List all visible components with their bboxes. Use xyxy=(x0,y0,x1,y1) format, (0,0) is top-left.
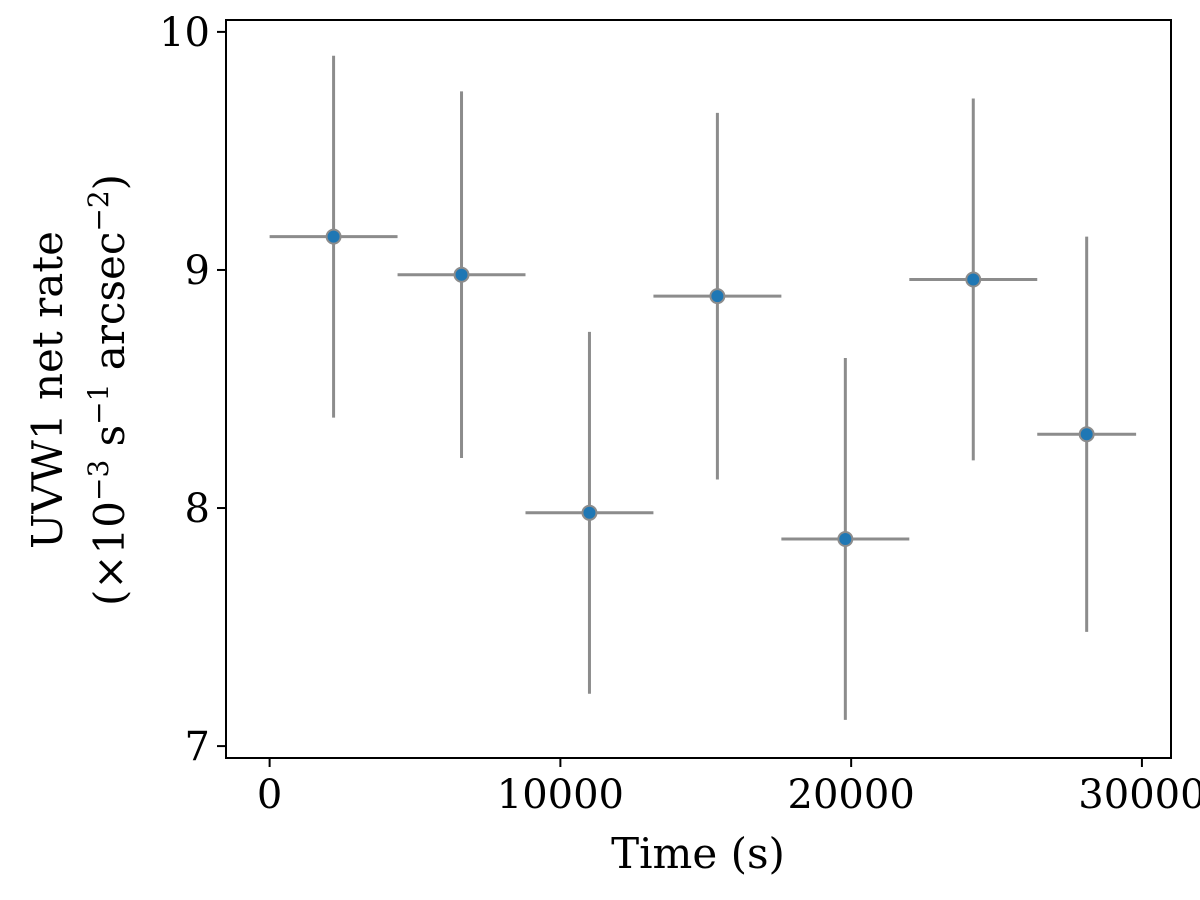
y-tick-label: 7 xyxy=(185,724,210,770)
data-marker xyxy=(709,288,726,305)
data-point-2 xyxy=(397,91,526,459)
x-tick-label: 10000 xyxy=(497,772,624,818)
data-marker xyxy=(325,228,342,245)
data-marker xyxy=(837,530,854,547)
x-axis-label: Time (s) xyxy=(611,829,785,878)
data-point-4 xyxy=(653,112,782,480)
y-unit-exp-2: −1 xyxy=(82,384,115,425)
data-marker xyxy=(453,266,470,283)
y-axis-label: UVW1 net rate (×10−3 s−1 arcsec−2) xyxy=(23,174,134,606)
y-unit-part-1: (×10 xyxy=(85,501,134,606)
plot-frame xyxy=(225,19,1172,759)
x-tick-label: 30000 xyxy=(1078,772,1200,818)
data-point-3 xyxy=(525,331,654,694)
y-tick-label: 8 xyxy=(185,486,210,532)
y-tick-label: 10 xyxy=(159,10,210,56)
y-tick-label: 9 xyxy=(185,248,210,294)
data-marker xyxy=(965,271,982,288)
axis-ticks: 0 10000 20000 30000 7 8 9 10 xyxy=(159,10,1200,818)
x-tick-label: 0 xyxy=(257,772,282,818)
data-point-7 xyxy=(1037,236,1137,632)
data-marks xyxy=(269,55,1137,720)
data-point-1 xyxy=(269,55,398,418)
y-unit-part-3: arcsec xyxy=(85,232,134,384)
y-axis-label-line2: (×10−3 s−1 arcsec−2) xyxy=(82,174,134,606)
data-marker xyxy=(581,504,598,521)
data-marker xyxy=(1078,426,1095,443)
data-point-6 xyxy=(909,98,1038,461)
y-unit-exp-1: −3 xyxy=(82,460,115,501)
y-axis-label-line1: UVW1 net rate xyxy=(23,231,72,549)
y-unit-part-2: s xyxy=(85,425,134,460)
x-tick-label: 20000 xyxy=(788,772,915,818)
y-unit-exp-3: −2 xyxy=(82,190,115,231)
y-unit-part-4: ) xyxy=(85,174,134,190)
data-point-5 xyxy=(781,358,910,720)
